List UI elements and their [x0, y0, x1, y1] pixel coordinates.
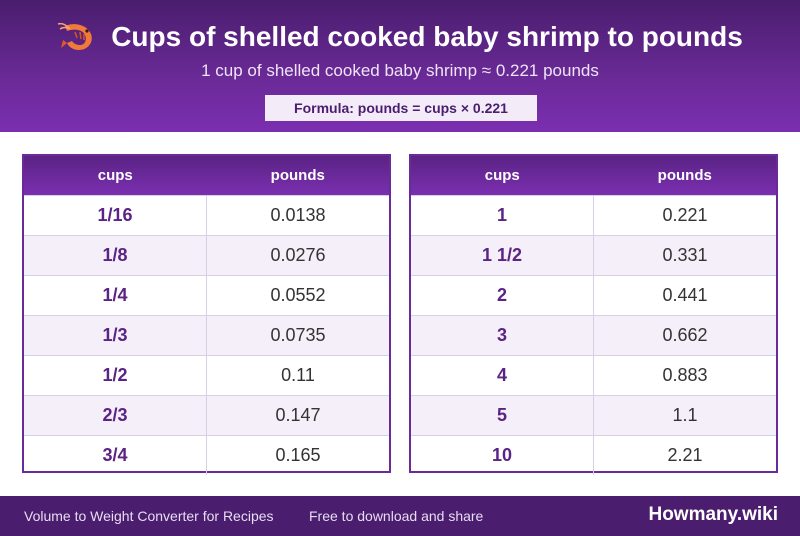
column-header-cups: cups [97, 167, 133, 184]
table-row: 1 0.221 [411, 195, 776, 235]
pounds-cell: 0.11 [281, 365, 315, 385]
table-row: 10 2.21 [411, 435, 776, 475]
cups-cell: 1/3 [24, 316, 207, 355]
footer-tagline: Volume to Weight Converter for Recipes [24, 508, 274, 524]
shrimp-icon [57, 22, 92, 50]
cups-cell: 1/16 [24, 196, 207, 235]
table-row: 1/8 0.0276 [24, 235, 389, 275]
conversion-table-right: cups pounds 1 0.221 1 1/2 0.331 2 0.441 … [409, 154, 778, 475]
table-row: 3 0.662 [411, 315, 776, 355]
pounds-cell: 0.0735 [270, 325, 326, 345]
pounds-cell: 1.1 [672, 405, 698, 425]
footer: Volume to Weight Converter for Recipes F… [0, 496, 800, 536]
table-row: 1 1/2 0.331 [411, 235, 776, 275]
cups-cell: 5 [411, 396, 594, 435]
pounds-cell: 0.662 [662, 325, 708, 345]
column-header-cups: cups [484, 167, 520, 184]
cups-cell: 1/8 [24, 236, 207, 275]
conversion-table-left: cups pounds 1/16 0.0138 1/8 0.0276 1/4 0… [22, 154, 391, 475]
subtitle: 1 cup of shelled cooked baby shrimp ≈ 0.… [201, 61, 599, 80]
page-title: Cups of shelled cooked baby shrimp to po… [111, 21, 743, 52]
cups-cell: 2 [411, 276, 594, 315]
table-row: 4 0.883 [411, 355, 776, 395]
pounds-cell: 0.0138 [270, 205, 326, 225]
brand-logo[interactable]: Howmany.wiki [648, 504, 778, 525]
table-row: 3/4 0.165 [24, 435, 389, 475]
table-header: cups pounds [24, 156, 389, 195]
pounds-cell: 0.0276 [270, 245, 326, 265]
table-row: 1/3 0.0735 [24, 315, 389, 355]
pounds-cell: 2.21 [667, 445, 703, 465]
title-row: Cups of shelled cooked baby shrimp to po… [0, 20, 800, 54]
pounds-cell: 0.221 [662, 205, 708, 225]
formula-badge: Formula: pounds = cups × 0.221 [265, 95, 537, 121]
table-row: 1/4 0.0552 [24, 275, 389, 315]
pounds-cell: 0.165 [275, 445, 321, 465]
cups-cell: 3/4 [24, 436, 207, 475]
cups-cell: 1 1/2 [411, 236, 594, 275]
column-header-pounds: pounds [270, 167, 325, 184]
cups-cell: 2/3 [24, 396, 207, 435]
pounds-cell: 0.441 [662, 285, 708, 305]
header: Cups of shelled cooked baby shrimp to po… [0, 0, 800, 132]
cups-cell: 4 [411, 356, 594, 395]
table-row: 2/3 0.147 [24, 395, 389, 435]
cups-cell: 1/4 [24, 276, 207, 315]
cups-cell: 1/2 [24, 356, 207, 395]
pounds-cell: 0.0552 [270, 285, 326, 305]
column-header-pounds: pounds [657, 167, 712, 184]
pounds-cell: 0.147 [275, 405, 321, 425]
cups-cell: 1 [411, 196, 594, 235]
table-row: 5 1.1 [411, 395, 776, 435]
table-header: cups pounds [411, 156, 776, 195]
cups-cell: 3 [411, 316, 594, 355]
pounds-cell: 0.331 [662, 245, 708, 265]
table-row: 1/16 0.0138 [24, 195, 389, 235]
footer-tagline-share: Free to download and share [309, 508, 484, 524]
table-row: 1/2 0.11 [24, 355, 389, 395]
pounds-cell: 0.883 [662, 365, 708, 385]
cups-cell: 10 [411, 436, 594, 475]
table-row: 2 0.441 [411, 275, 776, 315]
